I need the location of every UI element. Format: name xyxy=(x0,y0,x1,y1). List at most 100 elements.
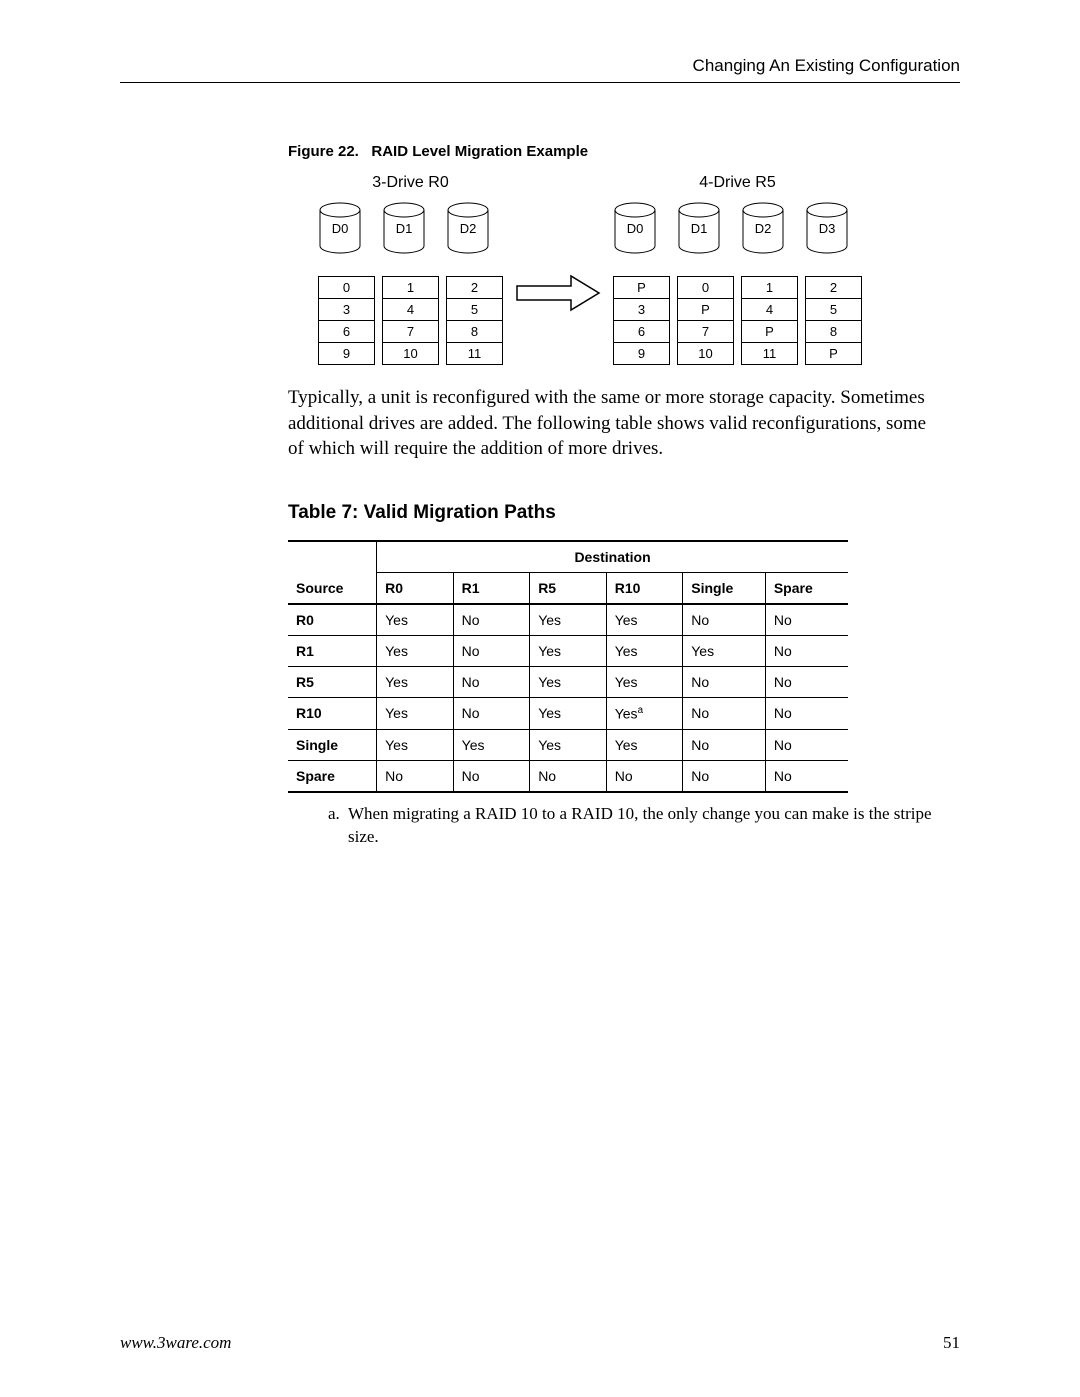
drive-cylinder: D2 xyxy=(741,202,785,254)
table-cell: No xyxy=(683,604,766,636)
stripe-cell: 0 xyxy=(319,277,375,299)
table-row-header: R10 xyxy=(288,697,377,729)
stripe-cell: 6 xyxy=(614,321,670,343)
table-cell: No xyxy=(453,666,530,697)
table-cell: No xyxy=(453,697,530,729)
table-column-header: R5 xyxy=(530,572,607,604)
stripe-cell: 9 xyxy=(614,343,670,365)
table-cell-gap xyxy=(798,343,806,365)
stripe-cell: P xyxy=(806,343,862,365)
stripe-cell: 10 xyxy=(678,343,734,365)
diagram-left-table: 01234567891011 xyxy=(318,276,503,365)
stripe-cell: 5 xyxy=(447,299,503,321)
table-cell-gap xyxy=(375,321,383,343)
stripe-cell: 3 xyxy=(319,299,375,321)
table-cell-gap xyxy=(734,277,742,299)
table-cell: No xyxy=(765,635,848,666)
table-cell-gap xyxy=(670,321,678,343)
table-cell-gap xyxy=(798,277,806,299)
table-cell-gap xyxy=(439,277,447,299)
table-cell-gap xyxy=(439,299,447,321)
stripe-cell: 0 xyxy=(678,277,734,299)
table-column-header: R10 xyxy=(606,572,683,604)
diagram-right-table: P0123P4567P891011P xyxy=(613,276,862,365)
table-row: R5YesNoYesYesNoNo xyxy=(288,666,848,697)
table-cell: Yes xyxy=(530,729,607,760)
table-cell: Yes xyxy=(530,666,607,697)
table-cell: Yes xyxy=(530,604,607,636)
footnote-marker: a. xyxy=(328,804,340,823)
footnote-text: When migrating a RAID 10 to a RAID 10, t… xyxy=(348,804,932,846)
table-column-header: R0 xyxy=(377,572,454,604)
stripe-cell: 1 xyxy=(742,277,798,299)
diagram-left-drives: D0D1D2 xyxy=(318,202,490,254)
table-cell-gap xyxy=(670,277,678,299)
diagram-right-title: 4-Drive R5 xyxy=(699,174,775,192)
diagram-left-title: 3-Drive R0 xyxy=(372,174,448,192)
stripe-cell: P xyxy=(614,277,670,299)
table-footnote: a. When migrating a RAID 10 to a RAID 10… xyxy=(328,803,940,849)
figure-caption: Figure 22. RAID Level Migration Example xyxy=(288,143,940,160)
drive-cylinder: D1 xyxy=(382,202,426,254)
table-cell: No xyxy=(765,666,848,697)
table-cell: Yes xyxy=(606,666,683,697)
table-row-header: R5 xyxy=(288,666,377,697)
stripe-cell: 11 xyxy=(447,343,503,365)
table-column-header: R1 xyxy=(453,572,530,604)
table-cell: Yes xyxy=(377,604,454,636)
drive-cylinder: D0 xyxy=(613,202,657,254)
body-paragraph: Typically, a unit is reconfigured with t… xyxy=(288,385,940,462)
diagram-right-drives: D0D1D2D3 xyxy=(613,202,849,254)
raid-migration-diagram: 3-Drive R0 D0D1D2 01234567891011 4-Drive… xyxy=(288,174,940,365)
table-blank-corner xyxy=(288,541,377,573)
header-title: Changing An Existing Configuration xyxy=(693,56,960,75)
table-cell-gap xyxy=(734,321,742,343)
table-cell: Yes xyxy=(530,697,607,729)
footer-page-number: 51 xyxy=(943,1333,960,1353)
stripe-cell: 7 xyxy=(383,321,439,343)
table-cell: Yes xyxy=(606,635,683,666)
stripe-cell: 8 xyxy=(806,321,862,343)
stripe-cell: 4 xyxy=(742,299,798,321)
table-row-header: R1 xyxy=(288,635,377,666)
table-column-header: Spare xyxy=(765,572,848,604)
table-column-header: Single xyxy=(683,572,766,604)
footnote-ref: a xyxy=(638,705,643,716)
figure-caption-prefix: Figure 22. xyxy=(288,143,359,160)
table-cell: No xyxy=(765,697,848,729)
table-cell: No xyxy=(606,760,683,792)
stripe-cell: P xyxy=(678,299,734,321)
stripe-cell: 4 xyxy=(383,299,439,321)
table-cell-gap xyxy=(798,299,806,321)
table-row: R10YesNoYesYesaNoNo xyxy=(288,697,848,729)
table-cell: Yes xyxy=(377,697,454,729)
stripe-cell: 5 xyxy=(806,299,862,321)
figure-caption-title: RAID Level Migration Example xyxy=(371,143,588,160)
table-cell-gap xyxy=(734,299,742,321)
table-row-header: Spare xyxy=(288,760,377,792)
table-destination-header: Destination xyxy=(377,541,848,573)
table-cell-gap xyxy=(670,299,678,321)
stripe-cell: 8 xyxy=(447,321,503,343)
footer-url: www.3ware.com xyxy=(120,1333,231,1353)
page-footer: www.3ware.com 51 xyxy=(120,1333,960,1353)
stripe-cell: 2 xyxy=(806,277,862,299)
table-cell: No xyxy=(683,760,766,792)
table-cell: No xyxy=(765,604,848,636)
table-cell: No xyxy=(530,760,607,792)
stripe-cell: 9 xyxy=(319,343,375,365)
table-cell: No xyxy=(453,760,530,792)
table-cell-gap xyxy=(375,343,383,365)
table-cell-gap xyxy=(375,277,383,299)
table-cell-gap xyxy=(375,299,383,321)
table-source-header: Source xyxy=(288,572,377,604)
table-row: R0YesNoYesYesNoNo xyxy=(288,604,848,636)
migration-paths-table: Destination Source R0R1R5R10SingleSpare … xyxy=(288,540,848,793)
table-row-header: R0 xyxy=(288,604,377,636)
table-cell-gap xyxy=(798,321,806,343)
table-row: SingleYesYesYesYesNoNo xyxy=(288,729,848,760)
page-header: Changing An Existing Configuration xyxy=(120,56,960,83)
stripe-cell: 6 xyxy=(319,321,375,343)
table-cell: Yes xyxy=(530,635,607,666)
table-cell: No xyxy=(683,697,766,729)
